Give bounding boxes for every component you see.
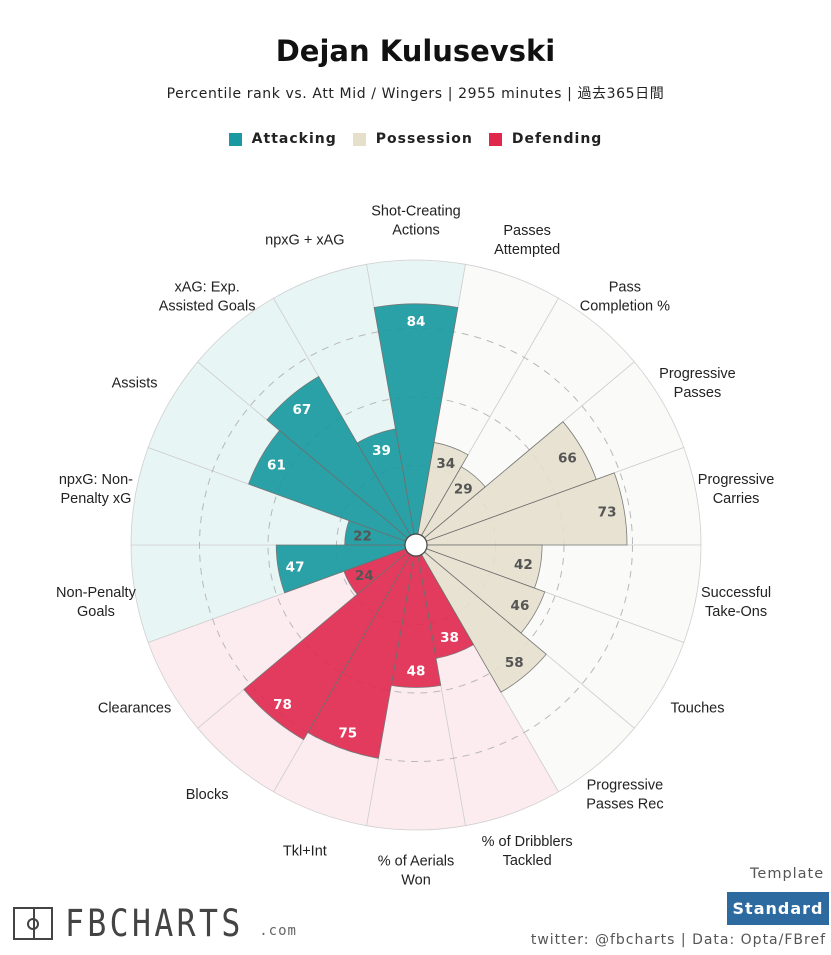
value-label-15: 61 bbox=[267, 457, 286, 473]
axis-label-0: Shot-Creating Actions bbox=[371, 204, 460, 239]
value-label-13: 47 bbox=[286, 559, 305, 575]
template-label: Template bbox=[750, 866, 825, 882]
axis-label-16: xAG: Exp. Assisted Goals bbox=[159, 280, 256, 315]
axis-label-13: Non-Penalty Goals bbox=[56, 585, 137, 620]
value-label-3: 66 bbox=[558, 451, 577, 467]
axis-label-4: Progressive Carries bbox=[698, 472, 775, 507]
chart-title: Dejan Kulusevski bbox=[275, 34, 556, 68]
fbcharts-logo: FBCHARTS .com bbox=[13, 902, 297, 945]
logo-text: FBCHARTS bbox=[65, 902, 244, 945]
legend-item-attacking: Attacking bbox=[228, 131, 337, 147]
value-label-12: 24 bbox=[355, 568, 374, 584]
center-circle bbox=[404, 533, 428, 557]
axis-label-10: Tkl+Int bbox=[283, 843, 327, 859]
value-label-2: 29 bbox=[454, 482, 473, 498]
axis-label-9: % of Aerials Won bbox=[378, 854, 455, 889]
legend-label-defending: Defending bbox=[511, 131, 603, 147]
value-label-7: 58 bbox=[505, 655, 524, 671]
chart-subtitle: Percentile rank vs. Att Mid / Wingers | … bbox=[166, 86, 665, 102]
axis-label-8: % of Dribblers Tackled bbox=[482, 834, 573, 869]
value-label-10: 75 bbox=[338, 725, 357, 741]
logo-suffix: .com bbox=[259, 923, 297, 939]
axis-label-12: Clearances bbox=[98, 701, 171, 717]
legend: Attacking Possession Defending bbox=[0, 131, 831, 147]
value-label-14: 22 bbox=[353, 529, 372, 545]
value-label-4: 73 bbox=[598, 504, 617, 520]
legend-label-attacking: Attacking bbox=[251, 131, 337, 147]
legend-item-possession: Possession bbox=[352, 131, 473, 147]
axis-label-2: Pass Completion % bbox=[580, 280, 670, 315]
legend-item-defending: Defending bbox=[488, 131, 603, 147]
axis-label-6: Touches bbox=[670, 701, 724, 717]
legend-swatch-possession bbox=[352, 132, 366, 146]
axis-label-14: npxG: Non-Penalty xG bbox=[59, 472, 133, 507]
value-label-11: 78 bbox=[273, 697, 292, 713]
value-label-1: 34 bbox=[436, 456, 455, 472]
value-label-8: 38 bbox=[440, 630, 459, 646]
axis-label-5: Successful Take-Ons bbox=[701, 585, 771, 620]
axis-label-11: Blocks bbox=[186, 787, 229, 803]
template-standard-button[interactable]: Standard bbox=[727, 892, 829, 925]
value-label-17: 39 bbox=[372, 443, 391, 459]
value-label-5: 42 bbox=[514, 557, 533, 573]
pitch-icon bbox=[13, 907, 53, 940]
axis-label-7: Progressive Passes Rec bbox=[586, 777, 663, 812]
axis-label-1: Passes Attempted bbox=[494, 223, 560, 258]
legend-label-possession: Possession bbox=[375, 131, 473, 147]
legend-swatch-attacking bbox=[228, 132, 242, 146]
axis-label-17: npxG + xAG bbox=[265, 233, 344, 249]
axis-label-15: Assists bbox=[112, 376, 158, 392]
value-label-9: 48 bbox=[407, 664, 426, 680]
value-label-16: 67 bbox=[292, 402, 311, 418]
axis-label-3: Progressive Passes bbox=[659, 366, 736, 401]
credits: twitter: @fbcharts | Data: Opta/FBref bbox=[530, 932, 826, 948]
value-label-6: 46 bbox=[511, 598, 530, 614]
value-label-0: 84 bbox=[407, 314, 426, 330]
legend-swatch-defending bbox=[488, 132, 502, 146]
